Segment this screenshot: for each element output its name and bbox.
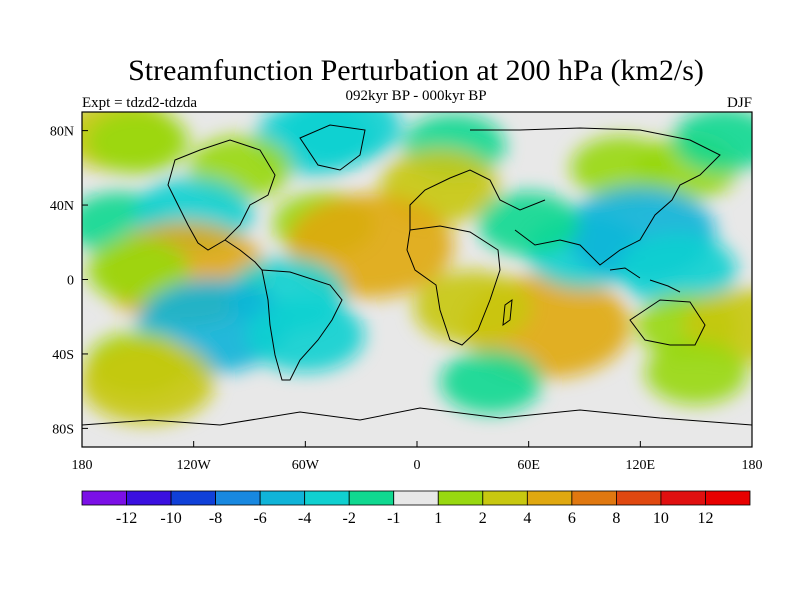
colorbar-label: 8 (612, 510, 620, 527)
x-tick-label: 0 (414, 458, 421, 473)
coast-africa (406, 225, 501, 346)
x-tick-label: 180 (72, 458, 93, 473)
colorbar-label: -12 (116, 510, 137, 527)
colorbar-label: -4 (298, 510, 311, 527)
x-tick-label: 120E (626, 458, 656, 473)
anomaly-blob (618, 233, 737, 308)
colorbar-swatch (393, 490, 439, 506)
colorbar-swatch (81, 490, 127, 506)
anomaly-blob (644, 340, 748, 405)
colorbar-label: 4 (523, 510, 531, 527)
colorbar-label: -6 (253, 510, 266, 527)
anomaly-blob (672, 112, 752, 172)
colorbar-label: 1 (434, 510, 442, 527)
colorbar-label: -8 (209, 510, 222, 527)
coast-australia (629, 299, 706, 346)
colorbar-swatch (705, 490, 751, 506)
anomaly-blob (283, 112, 402, 164)
colorbar-swatch (215, 490, 261, 506)
y-tick-label: 0 (67, 274, 74, 289)
coast-asia (470, 127, 721, 266)
colorbar: -12 -10 -8 -6 -4 -2 -1 1 2 4 6 8 10 12 (81, 490, 751, 527)
colorbar-swatch (304, 490, 350, 506)
anomaly-blob (477, 191, 580, 256)
coast-antarctica (82, 407, 752, 426)
anomaly-blob (82, 339, 215, 424)
colorbar-swatch (571, 490, 617, 506)
colorbar-label: 2 (479, 510, 487, 527)
anomaly-blob (246, 298, 365, 373)
colorbar-label: -1 (387, 510, 400, 527)
colorbar-label: 10 (653, 510, 669, 527)
anomaly-blob (440, 349, 543, 414)
colorbar-label: 12 (697, 510, 713, 527)
coast-central-america (224, 239, 263, 271)
colorbar-swatch (660, 490, 706, 506)
y-tick-label: 40S (52, 348, 74, 363)
x-tick-label: 60E (517, 458, 540, 473)
x-tick-label: 180 (742, 458, 763, 473)
colorbar-swatch (348, 490, 395, 506)
x-axis: 180 120W 60W 0 60E 120E 180 (72, 441, 763, 473)
colorbar-swatch (170, 490, 216, 506)
colorbar-swatch (616, 490, 662, 506)
colorbar-swatch (526, 490, 573, 506)
colorbar-label: 6 (568, 510, 576, 527)
y-axis: 80N 40N 0 40S 80S (50, 125, 88, 437)
coast-madagascar (502, 298, 513, 327)
chart-title: Streamfunction Perturbation at 200 hPa (… (128, 54, 704, 87)
anomaly-blob (86, 112, 190, 174)
colorbar-swatch (259, 490, 306, 506)
colorbar-label: -2 (343, 510, 356, 527)
colorbar-swatch (126, 490, 172, 506)
coast-indonesia (609, 267, 681, 293)
colorbar-swatch (482, 490, 528, 506)
coast-south-america (261, 269, 343, 381)
subtitle-center: 092kyr BP - 000kyr BP (345, 88, 486, 104)
subtitle-left: Expt = tdzd2-tdzda (82, 95, 197, 111)
coast-europe (409, 169, 546, 230)
x-tick-label: 60W (292, 458, 320, 473)
y-tick-label: 80S (52, 422, 74, 437)
x-tick-label: 120W (177, 458, 212, 473)
y-tick-label: 40N (50, 199, 74, 214)
plot-area (81, 111, 753, 448)
coast-north-america (167, 139, 276, 251)
y-tick-label: 80N (50, 125, 74, 140)
anomaly-field (82, 112, 752, 424)
subtitle-right: DJF (727, 95, 752, 111)
colorbar-label: -10 (160, 510, 181, 527)
coast-greenland (299, 124, 366, 171)
colorbar-swatch (437, 490, 484, 506)
coastlines (82, 124, 752, 426)
anomaly-blob (86, 238, 190, 303)
